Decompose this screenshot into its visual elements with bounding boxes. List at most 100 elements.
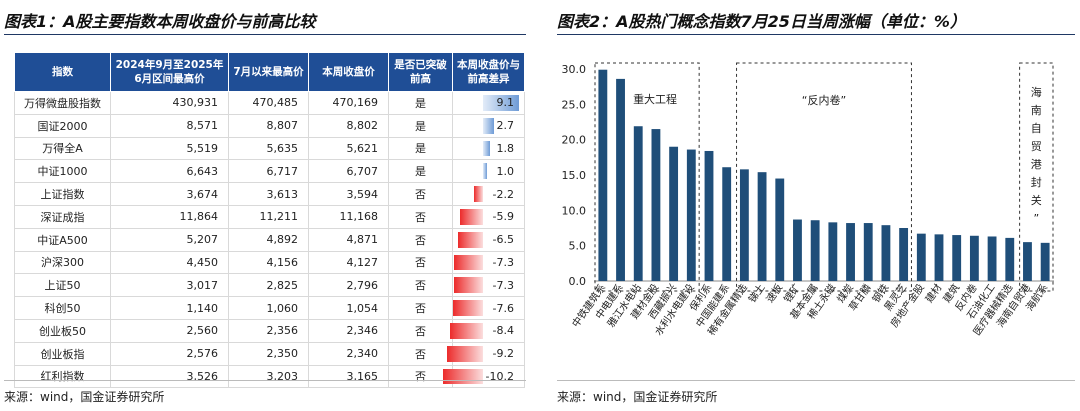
cell-broke: 否 (388, 250, 453, 275)
table-source-note: 来源：wind，国金证券研究所 (4, 390, 165, 404)
cell-diff: -5.9 (452, 204, 525, 229)
chart-bar (669, 146, 679, 281)
cell-index-name: 上证50 (14, 273, 111, 298)
cell-prev-high: 1,140 (110, 296, 229, 320)
table-row: 科创50 1,140 1,060 1,054 否 -7.6 (14, 296, 525, 320)
annotation-label-char: 贸 (1031, 140, 1042, 153)
cell-jul-high: 4,156 (228, 250, 309, 275)
cell-close: 2,340 (308, 341, 389, 366)
cell-jul-high: 2,350 (228, 341, 309, 366)
annotation-box (594, 62, 700, 292)
cell-index-name: 红利指数 (14, 364, 111, 389)
cell-index-name: 创业板50 (14, 318, 111, 343)
cell-close: 3,165 (308, 364, 389, 389)
cell-prev-high: 3,017 (110, 273, 229, 298)
diff-value: -8.4 (492, 324, 514, 338)
cell-jul-high: 5,635 (228, 136, 309, 161)
table-body: 万得微盘股指数 430,931 470,485 470,169 是 9.1 国证2000 8,… (14, 91, 525, 389)
diff-databar (483, 117, 494, 134)
chart-bar (1005, 237, 1015, 281)
cell-index-name: 深证成指 (14, 204, 111, 229)
diff-databar (453, 300, 483, 316)
chart-bar (863, 223, 873, 281)
diff-databar (454, 277, 483, 294)
cell-index-name: 国证2000 (14, 113, 111, 138)
cell-prev-high: 3,526 (110, 364, 229, 389)
cell-index-name: 万得微盘股指数 (14, 91, 111, 115)
y-tick-label: 25.0 (562, 98, 587, 111)
cell-broke: 是 (388, 136, 453, 161)
diff-databar (474, 186, 483, 202)
annotation-label-char: 封 (1031, 175, 1042, 189)
chart-bar (810, 220, 820, 281)
chart-bar (828, 222, 838, 281)
cell-close: 8,802 (308, 113, 389, 138)
cell-diff: 1.8 (452, 136, 525, 161)
annotation-label-char: ” (1033, 212, 1039, 225)
cell-broke: 否 (388, 296, 453, 320)
diff-value: -2.2 (492, 187, 514, 201)
source-rule-left (4, 380, 526, 381)
annotation-box (1019, 62, 1054, 292)
chart-bar (757, 172, 767, 281)
cell-close: 4,871 (308, 227, 389, 252)
concept-index-bar-chart: 0.0 5.0 10.0 15.0 20.0 25.0 30.0 重大工程 “反内卷” 海南自贸港… (557, 40, 1075, 380)
cell-diff: -8.4 (450, 318, 525, 343)
diff-value: -7.3 (492, 255, 514, 269)
cell-index-name: 中证1000 (14, 159, 111, 184)
table-row: 万得微盘股指数 430,931 470,485 470,169 是 9.1 (14, 91, 525, 115)
cell-broke: 否 (388, 182, 453, 206)
annotation-label: 重大工程 (633, 92, 677, 106)
cell-diff: -9.2 (446, 341, 525, 366)
chart-bar (651, 129, 661, 281)
cell-prev-high: 4,450 (110, 250, 229, 275)
annotation-label-char: 港 (1031, 158, 1042, 171)
cell-broke: 否 (388, 364, 453, 389)
y-tick-label: 15.0 (562, 169, 587, 182)
cell-close: 2,796 (308, 273, 389, 298)
chart-bar (934, 234, 944, 281)
title-rule-left (4, 34, 526, 35)
chart-bar (881, 225, 891, 281)
table-row: 上证50 3,017 2,825 2,796 否 -7.3 (14, 273, 525, 298)
chart-bar (793, 219, 802, 281)
cell-prev-high: 8,571 (110, 113, 229, 138)
cell-close: 11,168 (308, 204, 389, 229)
index-table: 指数 2024年9月至2025年6月区间最高价 7月以来最高价 本周收盘价 是否… (14, 52, 525, 389)
chart-bar (952, 235, 962, 281)
chart-bar (739, 169, 749, 281)
index-comparison-table: 指数 2024年9月至2025年6月区间最高价 7月以来最高价 本周收盘价 是否… (14, 52, 525, 389)
chart-bar (1023, 242, 1032, 281)
cell-prev-high: 2,576 (110, 341, 229, 366)
cell-close: 470,169 (308, 91, 389, 115)
chart-source-note: 来源：wind，国金证券研究所 (557, 390, 718, 404)
cell-jul-high: 3,203 (228, 364, 309, 389)
chart-bar (616, 78, 625, 281)
diff-databar (483, 140, 491, 157)
diff-databar (459, 208, 483, 225)
chart-bar (704, 150, 714, 281)
col-header-prev-high: 2024年9月至2025年6月区间最高价 (110, 52, 229, 92)
chart-bar (846, 223, 855, 281)
diff-value: -5.9 (492, 210, 514, 224)
cell-prev-high: 11,864 (110, 204, 229, 229)
cell-index-name: 沪深300 (14, 250, 111, 275)
chart-bar (987, 236, 997, 281)
source-rule-right (557, 380, 1075, 381)
cell-diff: 9.1 (452, 91, 525, 115)
diff-databar (483, 95, 519, 111)
cell-jul-high: 2,356 (228, 318, 309, 343)
col-header-broke: 是否已突破前高 (388, 52, 453, 92)
table-row: 创业板指 2,576 2,350 2,340 否 -9.2 (14, 341, 525, 366)
y-tick-label: 5.0 (569, 240, 587, 253)
table-row: 上证指数 3,674 3,613 3,594 否 -2.2 (14, 182, 525, 206)
cell-diff: -7.6 (452, 296, 525, 320)
cell-prev-high: 3,674 (110, 182, 229, 206)
chart-bar (916, 233, 926, 281)
cell-broke: 是 (388, 159, 453, 184)
annotation-label-char: 自 (1031, 122, 1042, 135)
diff-value: 1.0 (496, 164, 515, 178)
diff-value: 1.8 (496, 141, 515, 155)
chart-bar (899, 228, 909, 281)
cell-jul-high: 4,892 (228, 227, 309, 252)
